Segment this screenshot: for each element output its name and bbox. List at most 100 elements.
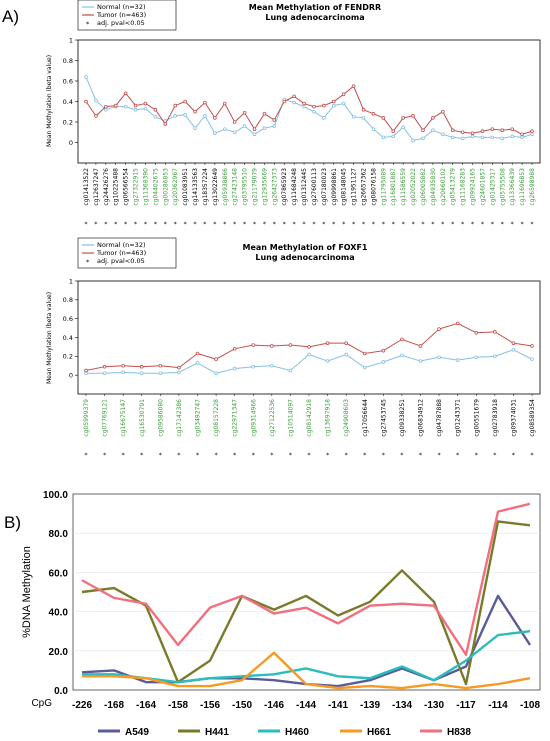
fendrr-sig-star: * [491, 221, 494, 228]
foxf1-normal-point [251, 364, 256, 369]
fendrr-normal-line [85, 76, 533, 142]
fendrr-sig-star: * [144, 221, 147, 228]
fendrr-xtick-label: cg20362967 [172, 168, 179, 206]
cellline-xtick-label: -141 [328, 700, 348, 711]
fendrr-sig-star: * [223, 221, 226, 228]
fendrr-normal-point [153, 115, 158, 119]
fendrr-tumor-point [351, 84, 356, 88]
fendrr-xtick-label: cg26598988 [529, 168, 536, 206]
fendrr-sig-star: * [392, 221, 395, 228]
foxf1-tumor-point [102, 364, 107, 369]
fendrr-normal-point [292, 100, 296, 105]
foxf1-xtick-label: cg08157228 [213, 399, 220, 437]
foxf1-xtick-label: cg09374031 [510, 399, 517, 437]
fendrr-xtick-label: cg10225488 [113, 168, 120, 206]
fendrr-normal-point [341, 101, 346, 106]
foxf1-sig-star: * [159, 452, 162, 459]
foxf1-normal-point [418, 359, 423, 363]
fendrr-xtick-label: cg05413279 [450, 168, 457, 206]
fendrr-legend-sig: adj. pval<0.05 [97, 19, 145, 27]
fendrr-normal-point [262, 126, 267, 130]
fendrr-sig-star: * [372, 221, 375, 228]
fendrr-sig-star: * [134, 221, 137, 228]
fendrr-tumor-point [341, 92, 346, 97]
cellline-ytick-label: 20.0 [49, 647, 69, 658]
fendrr-title: Mean Methylation of FENDRR [249, 3, 381, 12]
cellline-xtick-label: -164 [136, 700, 156, 711]
fendrr-tumor-point [520, 132, 524, 137]
fendrr-legend: Normal (n=32) Tumor (n=463) * adj. pval<… [77, 0, 177, 31]
fendrr-tumor-point [252, 127, 257, 131]
foxf1-normal-point [362, 365, 367, 370]
fendrr-sig-star: * [402, 221, 405, 228]
cellline-chart: %DNA Methylation CpG 0.0 20.0 40.0 60.0 80.0… [21, 490, 540, 738]
foxf1-tumor-point [177, 365, 181, 370]
foxf1-sig-star: * [475, 452, 478, 459]
foxf1-tumor-point [158, 363, 163, 368]
foxf1-normal-point [102, 371, 107, 376]
foxf1-sig-star: * [289, 452, 292, 459]
fendrr-tumor-point [500, 128, 505, 133]
cellline-xtick-label: -156 [200, 700, 220, 711]
fendrr-tumor-point [272, 118, 277, 122]
foxf1-xtick-label: cg05999379 [83, 399, 90, 437]
fendrr-normal-point [252, 132, 257, 137]
fendrr-sig-star: * [213, 221, 216, 228]
cellline-ytick-label: 80.0 [49, 529, 69, 540]
fendrr-tumor-point [510, 127, 514, 131]
fendrr-normal-point [510, 134, 514, 139]
fendrr-sig-star: * [233, 221, 236, 228]
fendrr-xtick-label: cg06566554 [123, 168, 130, 206]
foxf1-ytick-label: 0.2 [63, 353, 73, 361]
foxf1-normal-point [381, 360, 386, 364]
cellline-legend-h838: H838 [447, 727, 471, 738]
fendrr-normal-point [411, 138, 415, 143]
fendrr-xtick-label: cg03795510 [242, 168, 249, 206]
fendrr-tumor-point [480, 129, 485, 134]
fendrr-xtick-label: cg20660102 [440, 168, 447, 206]
fendrr-normal-point [331, 103, 336, 108]
foxf1-tumor-point [251, 343, 256, 347]
fendrr-xtick-label: cg24426276 [103, 168, 110, 206]
cellline-h661-line [82, 651, 531, 690]
foxf1-tumor-point [214, 357, 218, 361]
fendrr-xtick-label: cg12935669 [261, 168, 268, 206]
fendrr-tumor-point [213, 116, 217, 120]
fendrr-sig-star: * [243, 221, 246, 228]
fendrr-tumor-point [371, 112, 376, 116]
cellline-xtick-label: -158 [168, 700, 188, 711]
fendrr-sig-star: * [431, 221, 434, 228]
fendrr-sig-star: * [481, 221, 484, 228]
foxf1-ytick-label: 1 [69, 277, 73, 285]
foxf1-tumor-point [437, 327, 441, 331]
fendrr-tumor-point [470, 131, 475, 136]
fendrr-tumor-point [143, 101, 148, 106]
fendrr-normal-point [242, 124, 247, 128]
foxf1-normal-point [325, 359, 330, 363]
foxf1-xtick-label: cg02783918 [492, 399, 499, 437]
foxf1-sig-star: * [363, 452, 366, 459]
foxf1-ytick-label: 0.6 [63, 315, 73, 323]
fendrr-xtick-label: cg09998861 [331, 168, 338, 206]
fendrr-xtick-label: cg02052022 [410, 168, 417, 206]
cellline-ytick-label: 0.0 [54, 686, 68, 697]
foxf1-sig-star: * [400, 452, 403, 459]
panel-a-label: A) [2, 7, 19, 26]
fendrr-normal-point [520, 135, 524, 140]
fendrr-normal-point [173, 114, 178, 118]
fendrr-sig-star: * [362, 221, 365, 228]
foxf1-normal-point [344, 352, 348, 357]
fendrr-xtick-label: cg11684248 [291, 168, 298, 206]
fendrr-xtick-label: cg09924165 [470, 168, 477, 206]
fendrr-sig-star: * [203, 221, 206, 228]
fendrr-normal-point [84, 75, 88, 79]
fendrr-legend-normal: Normal (n=32) [97, 3, 146, 11]
fendrr-xtick-label: cg07865923 [281, 168, 288, 206]
fendrr-ytick-label: 0.4 [63, 98, 73, 106]
foxf1-chart: Mean Methylation of FOXF1 Lung adenocarc… [46, 237, 541, 459]
fendrr-normal-point [143, 106, 148, 111]
cellline-legend-a549: A549 [125, 727, 149, 738]
foxf1-sig-star: * [438, 452, 441, 459]
fendrr-legend-star: * [86, 20, 90, 28]
fendrr-normal-point [183, 113, 187, 117]
